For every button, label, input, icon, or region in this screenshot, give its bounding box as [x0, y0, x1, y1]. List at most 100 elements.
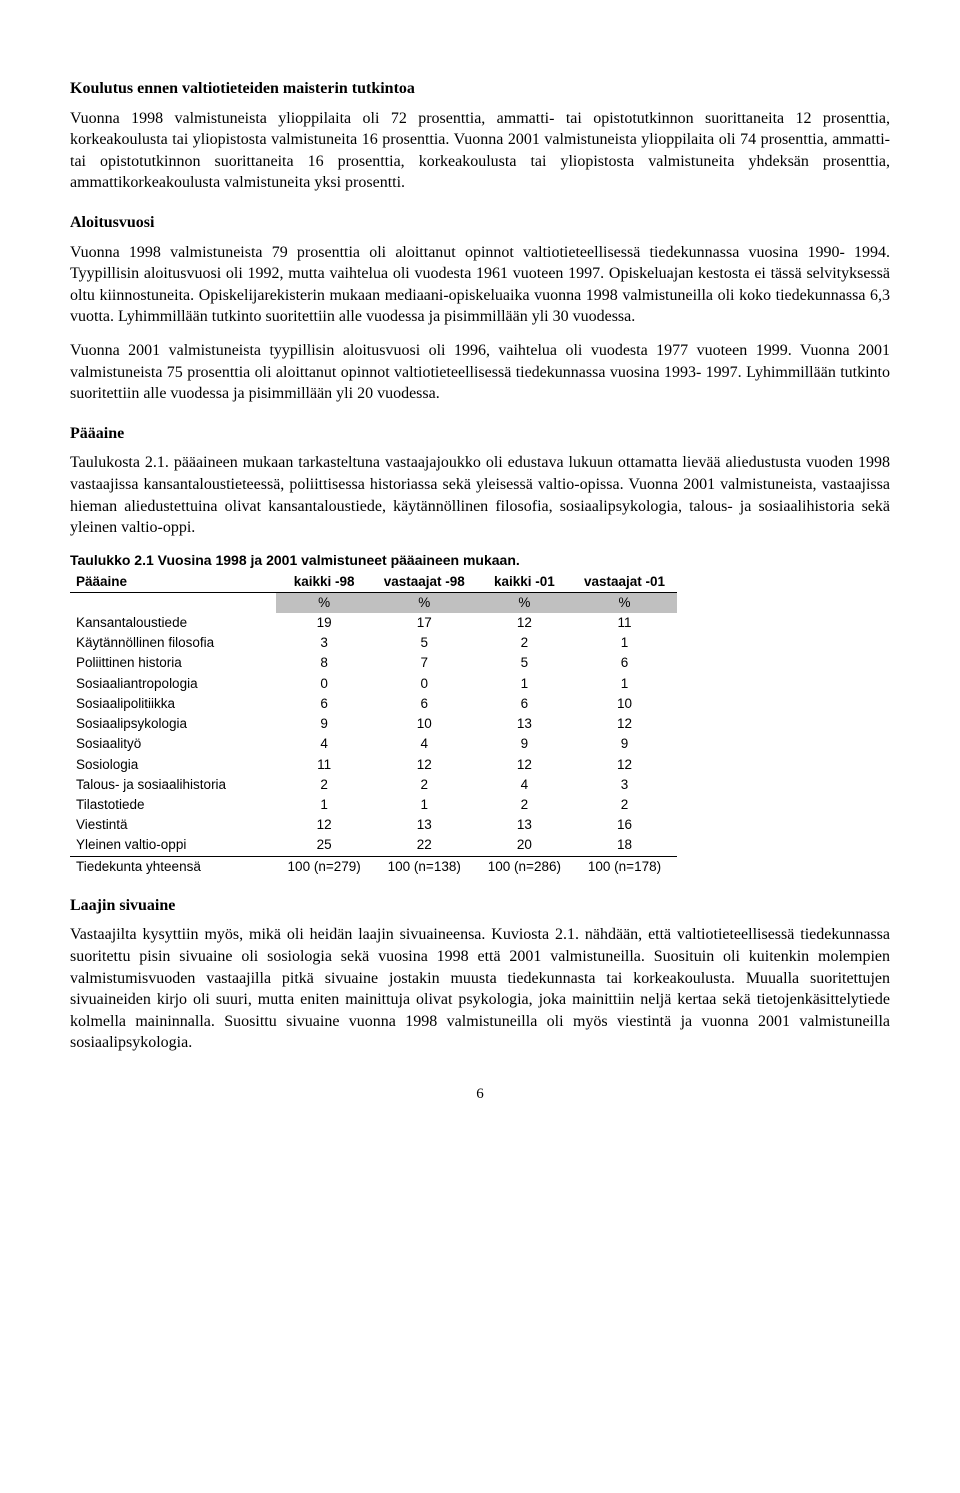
table-row: Yleinen valtio-oppi25222018 — [70, 835, 677, 856]
table-cell: 1 — [372, 795, 477, 815]
table-cell: Sosiaalipsykologia — [70, 714, 276, 734]
table-row: Kansantaloustiede19171211 — [70, 613, 677, 633]
table-title: Taulukko 2.1 Vuosina 1998 ja 2001 valmis… — [70, 551, 890, 570]
col-header: kaikki -01 — [477, 572, 573, 593]
table-2-1-wrap: Taulukko 2.1 Vuosina 1998 ja 2001 valmis… — [70, 551, 890, 877]
table-cell: 13 — [372, 815, 477, 835]
table-cell: 100 (n=286) — [477, 856, 573, 877]
table-cell: 12 — [276, 815, 372, 835]
table-cell: 100 (n=138) — [372, 856, 477, 877]
table-cell: 0 — [372, 674, 477, 694]
col-header: vastaajat -01 — [572, 572, 677, 593]
table-cell: 2 — [372, 775, 477, 795]
table-cell: 9 — [477, 734, 573, 754]
table-cell: 100 (n=178) — [572, 856, 677, 877]
table-cell: 12 — [572, 714, 677, 734]
table-cell: 5 — [477, 653, 573, 673]
table-row: Sosiaalipolitiikka66610 — [70, 694, 677, 714]
paragraph: Vuonna 1998 valmistuneista 79 prosenttia… — [70, 242, 890, 328]
table-cell: 2 — [572, 795, 677, 815]
table-cell: 1 — [572, 633, 677, 653]
table-cell: 16 — [572, 815, 677, 835]
table-cell: 11 — [572, 613, 677, 633]
table-cell: 10 — [372, 714, 477, 734]
table-cell: 100 (n=279) — [276, 856, 372, 877]
table-cell: 5 — [372, 633, 477, 653]
table-cell: Poliittinen historia — [70, 653, 276, 673]
table-row: Sosiologia11121212 — [70, 755, 677, 775]
table-cell: 3 — [276, 633, 372, 653]
table-row: Tilastotiede1122 — [70, 795, 677, 815]
table-cell: 4 — [276, 734, 372, 754]
table-cell: 6 — [477, 694, 573, 714]
unit-cell — [70, 592, 276, 613]
table-cell: 12 — [477, 613, 573, 633]
table-cell: 25 — [276, 835, 372, 856]
table-cell: Yleinen valtio-oppi — [70, 835, 276, 856]
section-heading-koulutus: Koulutus ennen valtiotieteiden maisterin… — [70, 78, 890, 100]
table-cell: Tilastotiede — [70, 795, 276, 815]
table-cell: Sosiaaliantropologia — [70, 674, 276, 694]
table-row: Käytännöllinen filosofia3521 — [70, 633, 677, 653]
table-row: Sosiaaliantropologia0011 — [70, 674, 677, 694]
table-cell: 8 — [276, 653, 372, 673]
paragraph: Vuonna 1998 valmistuneista ylioppilaita … — [70, 108, 890, 194]
table-cell: 9 — [276, 714, 372, 734]
table-cell: Talous- ja sosiaalihistoria — [70, 775, 276, 795]
table-cell: Sosiaalityö — [70, 734, 276, 754]
table-unit-row: % % % % — [70, 592, 677, 613]
table-cell: 13 — [477, 815, 573, 835]
col-header: vastaajat -98 — [372, 572, 477, 593]
table-cell: 9 — [572, 734, 677, 754]
table-row: Sosiaalipsykologia9101312 — [70, 714, 677, 734]
paragraph: Vuonna 2001 valmistuneista tyypillisin a… — [70, 340, 890, 405]
table-cell: 6 — [572, 653, 677, 673]
table-cell: 4 — [372, 734, 477, 754]
table-cell: 13 — [477, 714, 573, 734]
unit-cell: % — [372, 592, 477, 613]
table-cell: 1 — [572, 674, 677, 694]
table-cell: 2 — [477, 633, 573, 653]
table-cell: 12 — [372, 755, 477, 775]
table-cell: 7 — [372, 653, 477, 673]
table-cell: Sosiaalipolitiikka — [70, 694, 276, 714]
table-cell: Tiedekunta yhteensä — [70, 856, 276, 877]
table-cell: 12 — [572, 755, 677, 775]
table-cell: 12 — [477, 755, 573, 775]
col-header: Pääaine — [70, 572, 276, 593]
table-cell: 2 — [477, 795, 573, 815]
table-cell: 10 — [572, 694, 677, 714]
table-cell: Kansantaloustiede — [70, 613, 276, 633]
table-cell: 20 — [477, 835, 573, 856]
table-cell: 22 — [372, 835, 477, 856]
table-cell: 11 — [276, 755, 372, 775]
unit-cell: % — [572, 592, 677, 613]
table-cell: 3 — [572, 775, 677, 795]
table-cell: 17 — [372, 613, 477, 633]
unit-cell: % — [276, 592, 372, 613]
section-heading-paaaine: Pääaine — [70, 423, 890, 445]
table-cell: 0 — [276, 674, 372, 694]
table-row: Poliittinen historia8756 — [70, 653, 677, 673]
table-cell: 1 — [477, 674, 573, 694]
unit-cell: % — [477, 592, 573, 613]
table-row: Viestintä12131316 — [70, 815, 677, 835]
table-row: Sosiaalityö4499 — [70, 734, 677, 754]
paragraph: Vastaajilta kysyttiin myös, mikä oli hei… — [70, 924, 890, 1054]
table-cell: Viestintä — [70, 815, 276, 835]
section-heading-aloitusvuosi: Aloitusvuosi — [70, 212, 890, 234]
table-row: Talous- ja sosiaalihistoria2243 — [70, 775, 677, 795]
table-cell: 2 — [276, 775, 372, 795]
table-header-row: Pääaine kaikki -98 vastaajat -98 kaikki … — [70, 572, 677, 593]
table-total-row: Tiedekunta yhteensä100 (n=279)100 (n=138… — [70, 856, 677, 877]
table-cell: 18 — [572, 835, 677, 856]
section-heading-laajin-sivuaine: Laajin sivuaine — [70, 895, 890, 917]
page-number: 6 — [70, 1084, 890, 1104]
table-cell: 19 — [276, 613, 372, 633]
table-2-1: Pääaine kaikki -98 vastaajat -98 kaikki … — [70, 572, 677, 877]
table-cell: 6 — [276, 694, 372, 714]
col-header: kaikki -98 — [276, 572, 372, 593]
table-cell: 1 — [276, 795, 372, 815]
table-cell: Sosiologia — [70, 755, 276, 775]
paragraph: Taulukosta 2.1. pääaineen mukaan tarkast… — [70, 452, 890, 538]
